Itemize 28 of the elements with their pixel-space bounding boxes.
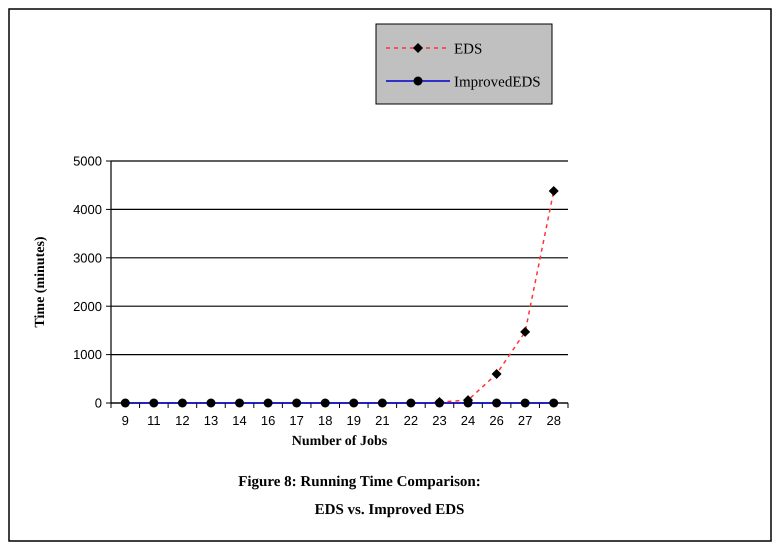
y-axis-title: Time (minutes) <box>33 236 48 328</box>
x-tick-label: 12 <box>175 413 190 428</box>
legend-label: ImprovedEDS <box>454 74 541 90</box>
x-tick-label: 21 <box>375 413 390 428</box>
text: Figure 8: Running Time Comparison: <box>238 474 481 490</box>
x-tick-label: 27 <box>518 413 532 428</box>
x-tick-label: 14 <box>232 413 247 428</box>
y-tick-label: 1000 <box>73 347 102 362</box>
x-tick-label: 18 <box>318 413 332 428</box>
x-tick-label: 23 <box>432 413 447 428</box>
y-tick-label: 3000 <box>73 250 102 266</box>
x-tick-label: 22 <box>404 413 418 428</box>
x-tick-label: 19 <box>346 413 362 428</box>
y-tick-label: 0 <box>94 396 102 411</box>
x-tick-label: 24 <box>460 413 476 428</box>
x-tick-label: 26 <box>489 413 504 428</box>
x-tick-label: 13 <box>204 413 218 428</box>
legend-label: EDS <box>454 41 482 58</box>
x-tick-label: 17 <box>289 413 304 428</box>
x-axis-title: Number of Jobs <box>292 434 388 449</box>
y-tick-label: 2000 <box>73 298 102 314</box>
x-tick-label: 9 <box>122 413 129 428</box>
x-tick-label: 11 <box>147 413 161 428</box>
y-tick-label: 4000 <box>73 202 102 217</box>
x-tick-label: 28 <box>546 413 561 428</box>
x-tick-label: 16 <box>260 413 276 428</box>
text: EDS vs. Improved EDS <box>314 502 464 518</box>
y-tick-label: 5000 <box>73 154 102 169</box>
